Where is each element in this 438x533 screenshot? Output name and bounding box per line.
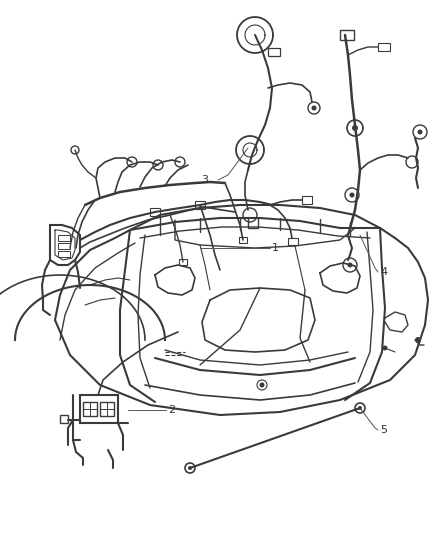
Bar bbox=[378, 43, 390, 51]
Bar bbox=[80, 395, 118, 423]
Bar bbox=[340, 30, 354, 40]
Circle shape bbox=[347, 262, 353, 268]
Circle shape bbox=[352, 125, 358, 131]
Circle shape bbox=[415, 337, 421, 343]
Bar bbox=[195, 201, 205, 209]
Text: 1: 1 bbox=[272, 243, 279, 253]
Circle shape bbox=[259, 383, 265, 387]
Bar bbox=[239, 237, 247, 243]
Text: 3: 3 bbox=[201, 175, 208, 185]
Circle shape bbox=[382, 345, 388, 351]
Bar bbox=[58, 235, 70, 241]
Bar bbox=[83, 402, 97, 416]
Bar bbox=[179, 259, 187, 265]
Bar bbox=[288, 238, 298, 245]
Circle shape bbox=[311, 106, 317, 110]
Bar bbox=[302, 196, 312, 204]
Bar bbox=[58, 243, 70, 249]
Bar bbox=[60, 415, 68, 423]
Circle shape bbox=[358, 406, 362, 410]
Circle shape bbox=[188, 466, 192, 470]
Bar bbox=[100, 402, 114, 416]
Text: 2: 2 bbox=[168, 405, 175, 415]
Bar bbox=[58, 251, 70, 257]
Text: 5: 5 bbox=[380, 425, 387, 435]
Circle shape bbox=[350, 192, 354, 198]
Text: 4: 4 bbox=[380, 267, 387, 277]
Bar bbox=[268, 48, 280, 56]
Bar bbox=[150, 208, 160, 216]
Circle shape bbox=[417, 130, 423, 134]
